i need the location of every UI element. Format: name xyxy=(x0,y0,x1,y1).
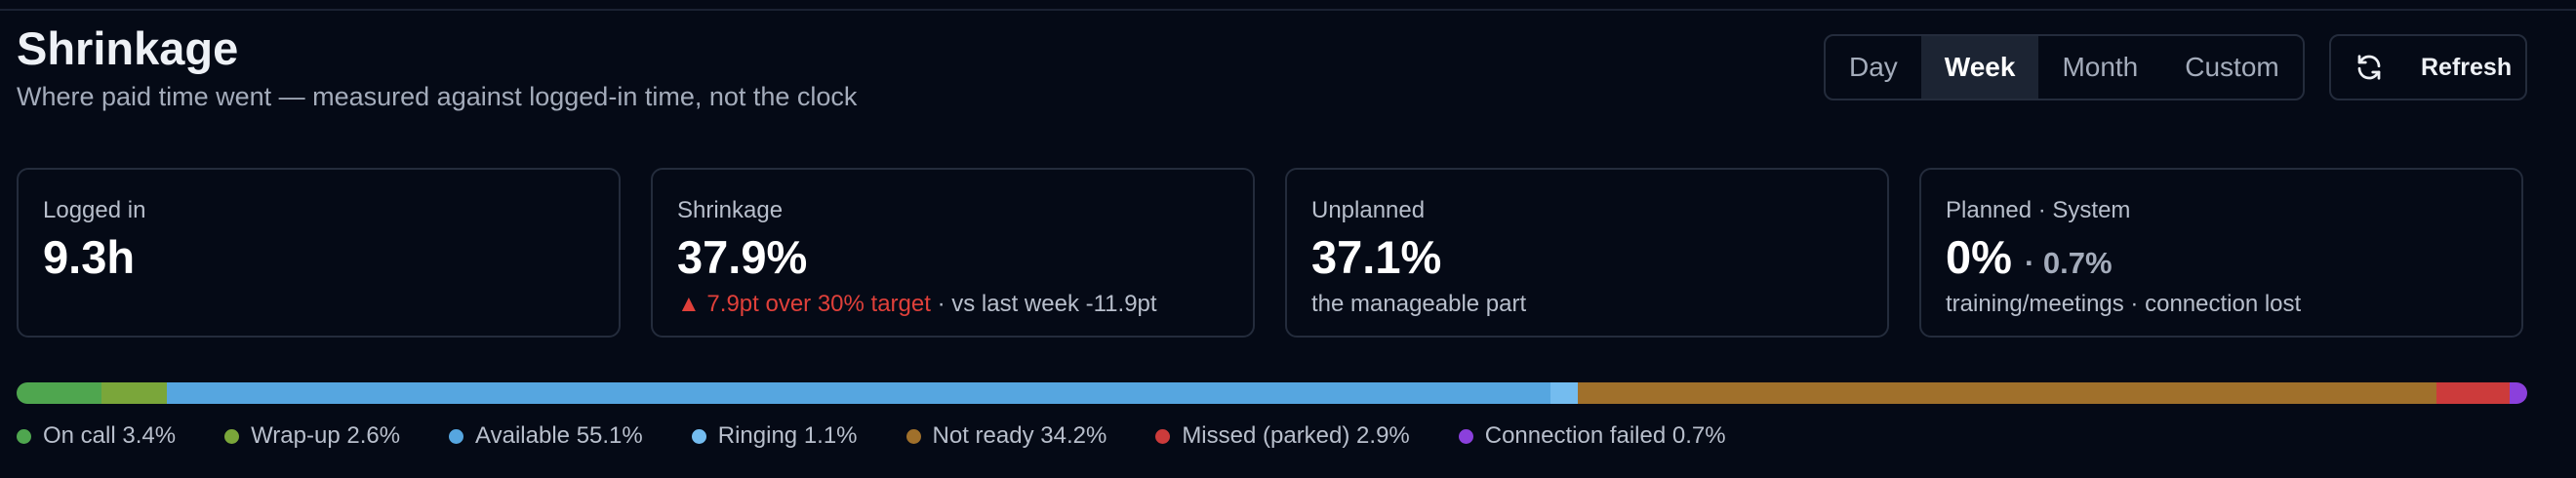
stat-value-main: 37.9% xyxy=(677,231,808,283)
legend-value: 55.1% xyxy=(576,422,643,449)
legend-name: Connection failed xyxy=(1484,422,1667,449)
legend-value: 34.2% xyxy=(1040,422,1107,449)
range-button[interactable]: Month xyxy=(2062,52,2139,82)
legend-name: Available xyxy=(475,422,571,449)
stat-label: Logged in xyxy=(43,197,146,223)
range-button[interactable]: Custom xyxy=(2185,52,2279,82)
legend-item: Wrap-up 2.6% xyxy=(224,422,400,450)
stat-value-main: 9.3h xyxy=(43,231,136,283)
stat-value: 9.3h xyxy=(43,230,135,284)
legend-dot xyxy=(17,428,31,444)
stat-label: Unplanned xyxy=(1311,197,1426,223)
stat-value: 37.9% xyxy=(677,230,807,284)
legend-item: On call 3.4% xyxy=(17,422,176,450)
stat-value: 37.1% xyxy=(1311,230,1441,284)
legend-value: 0.7% xyxy=(1671,422,1726,449)
refresh-button[interactable]: Refresh xyxy=(2329,34,2527,100)
legend-item: Not ready 34.2% xyxy=(906,422,1107,450)
stat-card: Logged in 9.3h xyxy=(17,168,621,338)
stat-note: training/meetings · connection lost xyxy=(1946,291,2302,317)
stat-card: Planned · System 0% · 0.7% training/meetin… xyxy=(1919,168,2523,338)
legend-name: On call xyxy=(43,422,116,449)
stat-sub: training/meetings · connection lost xyxy=(1946,291,2301,318)
legend: On call 3.4% Wrap-up 2.6% Available 55.1% R… xyxy=(17,422,1726,450)
stat-value-main: 37.1% xyxy=(1311,231,1442,283)
stat-sub: ▲ 7.9pt over 30% target · vs last week -… xyxy=(677,291,1157,318)
stat-value-main: 0% xyxy=(1946,231,2012,283)
legend-dot xyxy=(449,428,464,444)
legend-name: Not ready xyxy=(932,422,1034,449)
bar-segment xyxy=(2436,382,2510,404)
legend-value: 3.4% xyxy=(122,422,177,449)
legend-name: Wrap-up xyxy=(251,422,341,449)
range-button[interactable]: Week xyxy=(1920,36,2039,99)
bar-segment xyxy=(1578,382,2437,404)
legend-dot xyxy=(691,428,706,444)
legend-item: Available 55.1% xyxy=(449,422,643,450)
legend-name: Missed (parked) xyxy=(1182,422,1350,449)
divider xyxy=(0,9,2576,11)
stat-label: Planned · System xyxy=(1946,197,2131,223)
refresh-icon xyxy=(2357,55,2381,80)
stat-sub: the manageable part xyxy=(1311,291,1526,318)
stat-value: 0% · 0.7% xyxy=(1946,230,2113,284)
range-button[interactable]: Day xyxy=(1849,52,1898,82)
page-title: Shrinkage xyxy=(17,22,239,74)
stat-card: Unplanned 37.1% the manageable part xyxy=(1285,168,1889,338)
bar-segment xyxy=(167,382,1551,404)
stat-note: · vs last week -11.9pt xyxy=(930,291,1157,317)
legend-value: 1.1% xyxy=(803,422,858,449)
legend-dot xyxy=(224,428,240,444)
bar-segment xyxy=(17,382,102,404)
bar-segment xyxy=(101,382,168,404)
legend-item: Connection failed 0.7% xyxy=(1458,422,1726,450)
legend-name: Ringing xyxy=(717,422,798,449)
stat-card: Shrinkage 37.9% ▲ 7.9pt over 30% target · … xyxy=(651,168,1255,338)
bar-segment xyxy=(2509,382,2527,404)
legend-item: Ringing 1.1% xyxy=(691,422,858,450)
breakdown-bar xyxy=(17,382,2527,404)
legend-value: 2.6% xyxy=(346,422,401,449)
stat-note: the manageable part xyxy=(1311,291,1527,317)
page-subtitle: Where paid time went — measured against … xyxy=(17,82,858,111)
legend-value: 2.9% xyxy=(1356,422,1410,449)
stat-alert: ▲ 7.9pt over 30% target xyxy=(677,291,931,317)
legend-item: Missed (parked) 2.9% xyxy=(1155,422,1410,450)
stat-value-extra: · 0.7% xyxy=(2025,246,2113,280)
legend-dot xyxy=(1458,428,1473,444)
legend-dot xyxy=(906,428,921,444)
bar-segment xyxy=(1550,382,1579,404)
legend-dot xyxy=(1155,428,1171,444)
stat-label: Shrinkage xyxy=(677,197,784,223)
refresh-label: Refresh xyxy=(2421,53,2513,81)
range-selector: Day Week Month Custom xyxy=(1824,34,2305,100)
